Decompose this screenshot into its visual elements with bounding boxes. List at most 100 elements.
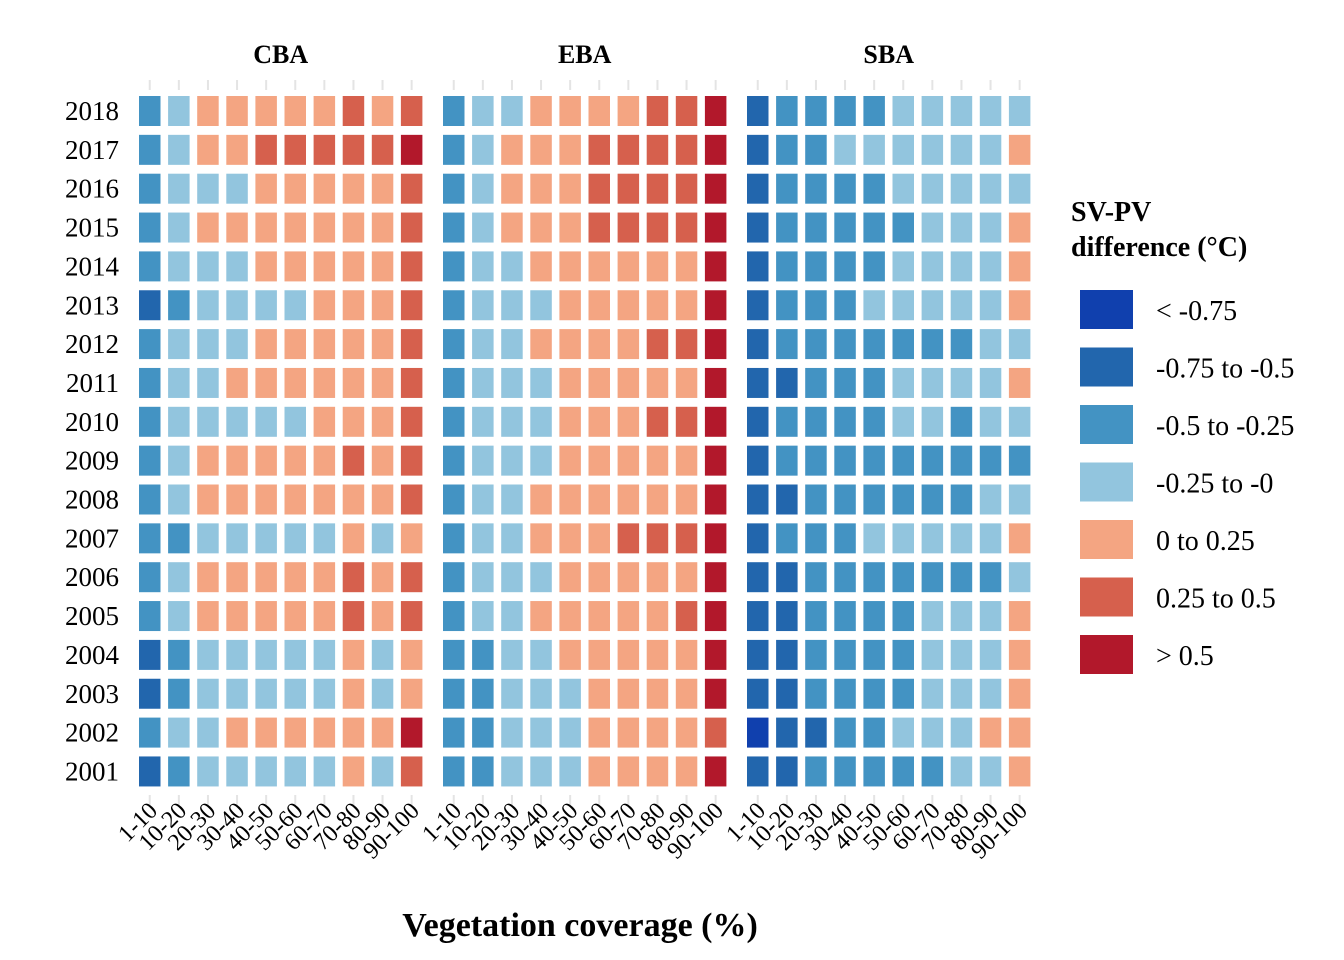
heatmap-cell [1008,639,1031,670]
heatmap-cell [501,445,523,476]
heatmap-cell [921,290,944,321]
heatmap-cell [139,367,161,398]
heatmap-cell [776,717,798,748]
panel-sba: SBA [747,40,1031,787]
x-axis-labels: 1-1010-2020-3030-4040-5050-6060-7070-808… [113,798,1032,864]
heatmap-cell [776,134,798,165]
heatmap-cell [921,367,944,398]
heatmap-cell [255,445,277,476]
heatmap-cell [892,406,914,437]
legend-label: > 0.5 [1156,641,1214,672]
heatmap-cell [950,639,973,670]
heatmap-cell [371,523,394,554]
heatmap-cell [950,290,973,321]
heatmap-cell [226,134,248,165]
heatmap-cell [1008,329,1031,360]
heatmap-cell [472,562,494,593]
heatmap-cell [747,251,769,282]
heatmap-cell [371,756,394,787]
heatmap-cell [617,756,640,787]
heatmap-cell [834,756,856,787]
heatmap-cell [1008,251,1031,282]
heatmap-cell [443,562,465,593]
heatmap-cell [371,251,394,282]
heatmap-cell [371,445,394,476]
heatmap-cell [313,445,336,476]
heatmap-cell [400,756,423,787]
heatmap-cell [400,96,423,126]
heatmap-cell [747,134,769,165]
heatmap-cell [1008,601,1031,632]
heatmap-cell [979,406,1002,437]
heatmap-cell [1008,406,1031,437]
heatmap-cell [617,290,640,321]
heatmap-cell [950,329,973,360]
heatmap-cell [255,367,277,398]
y-tick-label: 2010 [65,407,119,437]
heatmap-cell [776,406,798,437]
heatmap-cell [863,367,885,398]
heatmap-cell [313,601,336,632]
heatmap-cell [704,329,727,360]
heatmap-cell [979,367,1002,398]
heatmap-cell [342,484,365,515]
heatmap-cell [834,329,856,360]
heatmap-cell [617,562,640,593]
legend-swatch [1080,577,1133,617]
heatmap-cell [197,639,219,670]
heatmap-cell [472,329,494,360]
heatmap-cell [400,290,423,321]
heatmap-cell [501,96,523,126]
heatmap-cell [863,212,885,243]
heatmap-cell [530,484,552,515]
heatmap-cell [776,639,798,670]
heatmap-cell [921,601,944,632]
heatmap-cell [921,329,944,360]
heatmap-cell [197,562,219,593]
heatmap-cell [892,251,914,282]
heatmap-cell [588,639,610,670]
heatmap-cell [400,329,423,360]
heatmap-cell [443,251,465,282]
heatmap-cell [501,601,523,632]
heatmap-cell [501,406,523,437]
heatmap-cell [834,367,856,398]
heatmap-cell [255,134,277,165]
heatmap-cell [371,367,394,398]
heatmap-cell [675,756,698,787]
heatmap-cell [443,406,465,437]
heatmap-cell [284,367,306,398]
heatmap-cell [559,717,581,748]
heatmap-cell [284,756,306,787]
heatmap-cell [342,756,365,787]
heatmap-cell [559,484,581,515]
heatmap-cell [776,678,798,709]
y-tick-label: 2004 [65,640,120,670]
heatmap-cell [588,562,610,593]
heatmap-cell [950,523,973,554]
heatmap-cell [255,484,277,515]
heatmap-cell [559,601,581,632]
heatmap-cell [979,562,1002,593]
heatmap-cell [805,134,827,165]
heatmap-cell [443,523,465,554]
heatmap-cell [197,406,219,437]
heatmap-cell [168,406,190,437]
heatmap-cell [588,523,610,554]
heatmap-cell [472,212,494,243]
heatmap-cell [371,601,394,632]
heatmap-cell [226,96,248,126]
heatmap-cell [139,134,161,165]
heatmap-cell [168,329,190,360]
heatmap-cell [1008,445,1031,476]
legend-items: < -0.75 -0.75 to -0.5 -0.5 to -0.25 -0.25 t… [1080,290,1294,674]
y-tick-label: 2008 [65,485,119,515]
heatmap-cell [892,445,914,476]
heatmap-cell [168,756,190,787]
heatmap-cell [617,406,640,437]
heatmap-cell [892,173,914,204]
heatmap-cell [400,445,423,476]
y-tick-label: 2014 [65,251,120,281]
heatmap-cell [646,212,669,243]
legend-swatch [1080,635,1133,674]
